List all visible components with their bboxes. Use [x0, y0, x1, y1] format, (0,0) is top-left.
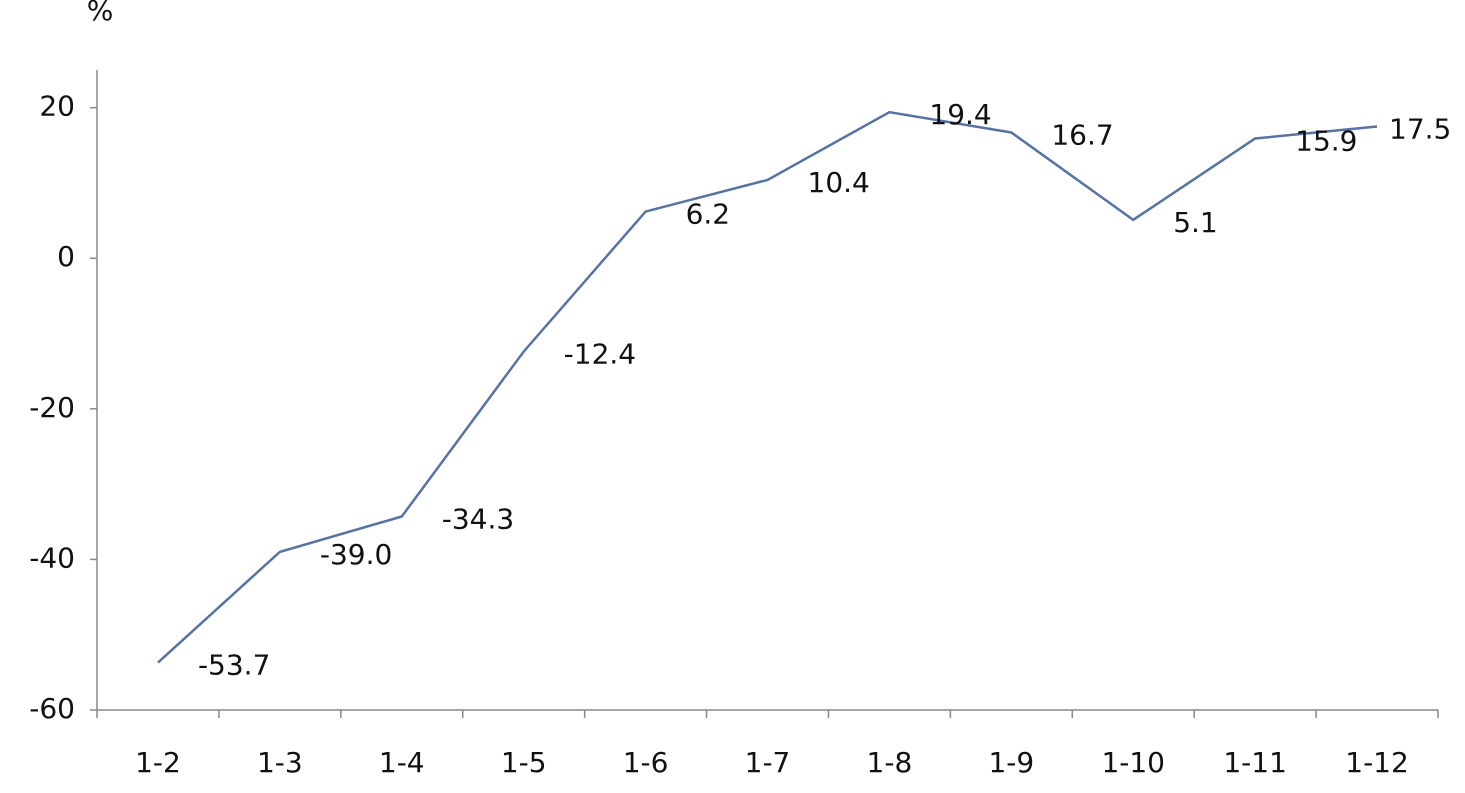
data-label: 10.4 — [808, 166, 870, 199]
x-tick-label: 1-9 — [988, 746, 1034, 779]
data-line — [157, 110, 1378, 664]
x-tick-label: 1-6 — [623, 746, 669, 779]
data-label: 6.2 — [686, 198, 731, 231]
x-tick-label: 1-11 — [1223, 746, 1287, 779]
x-tick-label: 1-4 — [379, 746, 425, 779]
y-tick-label: -60 — [29, 692, 75, 725]
data-label: -39.0 — [320, 538, 392, 571]
x-tick-label: 1-8 — [867, 746, 913, 779]
y-axis-unit: % — [87, 0, 114, 27]
x-tick-label: 1-12 — [1345, 746, 1409, 779]
y-tick-label: -20 — [29, 391, 75, 424]
data-label: -53.7 — [198, 649, 270, 682]
data-label: 16.7 — [1051, 118, 1113, 151]
x-tick-label: 1-10 — [1101, 746, 1165, 779]
x-tick-label: 1-5 — [501, 746, 547, 779]
y-tick-label: 0 — [57, 240, 75, 273]
data-label: 15.9 — [1295, 125, 1357, 158]
data-label: 19.4 — [929, 98, 991, 131]
x-tick-label: 1-3 — [257, 746, 303, 779]
y-tick-label: 20 — [39, 90, 75, 123]
data-label: 17.5 — [1389, 112, 1451, 145]
x-tick-label: 1-2 — [135, 746, 181, 779]
data-label: 5.1 — [1173, 206, 1218, 239]
data-label: -34.3 — [442, 502, 514, 535]
data-label: -12.4 — [564, 338, 636, 371]
y-tick-label: -40 — [29, 541, 75, 574]
x-tick-label: 1-7 — [745, 746, 791, 779]
